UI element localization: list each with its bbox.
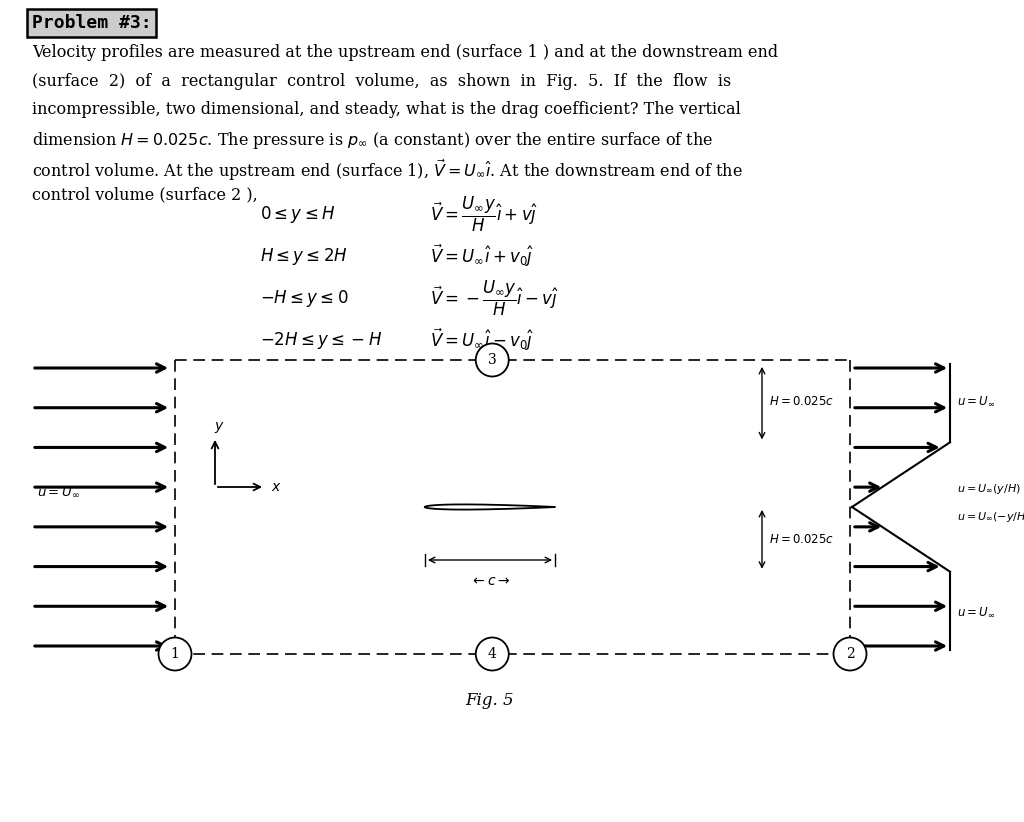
Text: Velocity profiles are measured at the upstream end (surface 1 ) and at the downs: Velocity profiles are measured at the up… (32, 44, 778, 61)
Text: $u = U_{\infty}$: $u = U_{\infty}$ (957, 607, 995, 620)
Text: $H = 0.025c$: $H = 0.025c$ (769, 395, 835, 408)
Text: $u = U_{\infty}$: $u = U_{\infty}$ (957, 395, 995, 408)
Circle shape (476, 344, 509, 376)
Text: $0 \leq y \leq H$: $0 \leq y \leq H$ (260, 204, 335, 224)
Text: $-H \leq y \leq 0$: $-H \leq y \leq 0$ (260, 288, 348, 308)
Text: $H \leq y \leq 2H$: $H \leq y \leq 2H$ (260, 246, 348, 266)
Text: $u = U_{\infty}(y/H)$: $u = U_{\infty}(y/H)$ (957, 482, 1021, 496)
Text: dimension $H = 0.025c$. The pressure is $p_{\infty}$ (a constant) over the entir: dimension $H = 0.025c$. The pressure is … (32, 130, 713, 150)
Text: (surface  2)  of  a  rectangular  control  volume,  as  shown  in  Fig.  5.  If : (surface 2) of a rectangular control vol… (32, 72, 731, 90)
Text: $\vec{V} = -\dfrac{U_{\infty}y}{H}\hat{\imath} - v\hat{\jmath}$: $\vec{V} = -\dfrac{U_{\infty}y}{H}\hat{\… (430, 279, 559, 317)
Text: 1: 1 (171, 647, 179, 661)
Text: $x$: $x$ (271, 480, 282, 494)
Text: control volume (surface 2 ),: control volume (surface 2 ), (32, 187, 258, 204)
Text: control volume. At the upstream end (surface 1), $\vec{V} = U_{\infty}\hat{\imat: control volume. At the upstream end (sur… (32, 158, 742, 183)
Circle shape (159, 638, 191, 671)
Text: $H = 0.025c$: $H = 0.025c$ (769, 533, 835, 546)
Text: $\vec{V} = U_{\infty}\hat{\imath} + v_0\hat{\jmath}$: $\vec{V} = U_{\infty}\hat{\imath} + v_0\… (430, 242, 535, 270)
Text: 3: 3 (487, 353, 497, 367)
Circle shape (476, 638, 509, 671)
Text: $u = U_{\infty}(-y/H)$: $u = U_{\infty}(-y/H)$ (957, 510, 1024, 524)
Text: $\vec{V} = U_{\infty}\hat{\imath} - v_0\hat{\jmath}$: $\vec{V} = U_{\infty}\hat{\imath} - v_0\… (430, 327, 535, 353)
Text: $y$: $y$ (214, 420, 224, 435)
Text: 4: 4 (487, 647, 497, 661)
Text: $-2H \leq y \leq -H$: $-2H \leq y \leq -H$ (260, 330, 382, 350)
Text: incompressible, two dimensional, and steady, what is the drag coefficient? The v: incompressible, two dimensional, and ste… (32, 101, 741, 118)
Circle shape (834, 638, 866, 671)
Text: Problem #3:: Problem #3: (32, 14, 152, 32)
Text: Fig. 5: Fig. 5 (466, 691, 514, 709)
Text: $\leftarrow c \rightarrow$: $\leftarrow c \rightarrow$ (470, 574, 510, 588)
Text: $u = U_{\infty}$: $u = U_{\infty}$ (37, 486, 80, 499)
Text: 2: 2 (846, 647, 854, 661)
Text: $\vec{V} = \dfrac{U_{\infty}y}{H}\hat{\imath} + v\hat{\jmath}$: $\vec{V} = \dfrac{U_{\infty}y}{H}\hat{\i… (430, 194, 539, 233)
